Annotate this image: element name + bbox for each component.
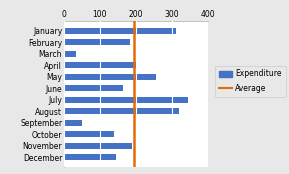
Bar [64, 27, 176, 34]
Bar [64, 120, 82, 126]
Bar [64, 85, 123, 91]
Bar [64, 62, 136, 68]
Legend: Expenditure, Average: Expenditure, Average [215, 66, 286, 97]
Bar [64, 131, 114, 137]
Bar [64, 108, 179, 114]
Bar [64, 97, 188, 103]
Bar [64, 154, 116, 160]
Bar [64, 74, 156, 80]
Bar [64, 50, 76, 57]
Bar [64, 39, 130, 45]
Bar [64, 143, 132, 149]
